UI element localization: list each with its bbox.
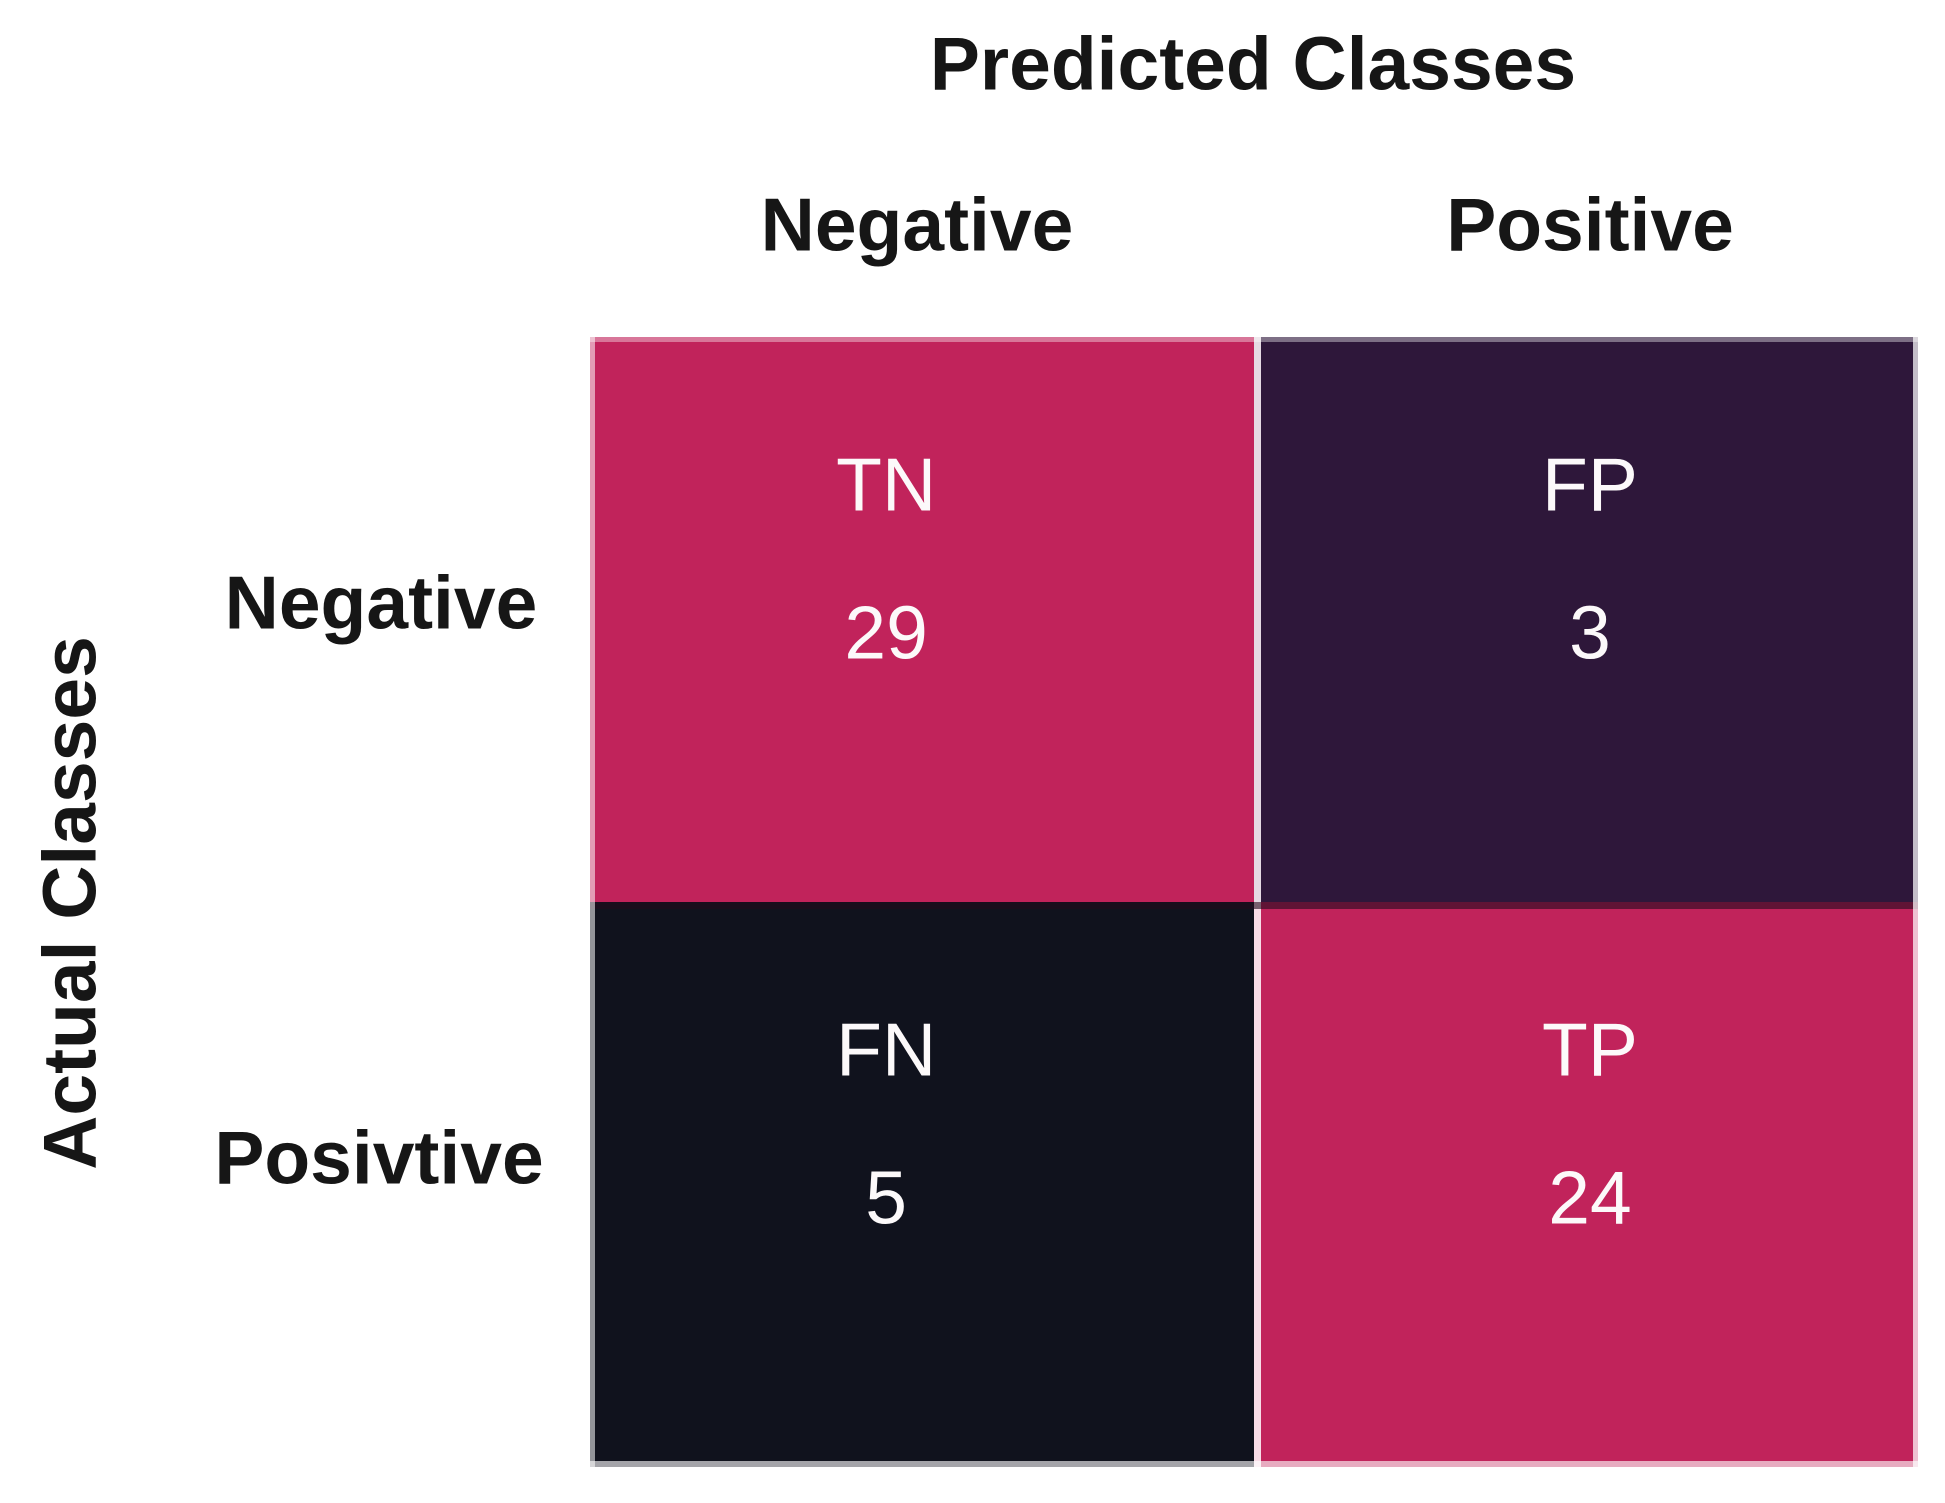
confusion-matrix-grid: TN 29 FP 3 FN 5 TP 24 — [590, 337, 1918, 1467]
cell-false-negative-value: 5 — [865, 1155, 907, 1240]
cell-true-negative-value: 29 — [844, 590, 928, 675]
cell-true-positive-value: 24 — [1548, 1155, 1632, 1240]
grid-top-edge — [590, 337, 1918, 342]
grid-right-edge — [1913, 337, 1918, 1467]
cell-true-positive-label: TP — [1542, 1007, 1638, 1092]
row-divider — [590, 902, 1918, 909]
cell-false-negative-label: FN — [836, 1007, 937, 1092]
grid-left-edge — [590, 337, 595, 1467]
column-header-positive: Positive — [1446, 182, 1734, 267]
cell-true-negative: TN 29 — [590, 337, 1254, 902]
grid-bottom-edge — [590, 1461, 1918, 1467]
predicted-classes-title: Predicted Classes — [929, 21, 1577, 106]
cell-false-negative: FN 5 — [590, 902, 1254, 1467]
column-header-negative: Negative — [760, 182, 1074, 267]
row-header-positive: Posivtive — [214, 1115, 544, 1200]
row-header-negative: Negative — [224, 560, 538, 645]
cell-true-negative-label: TN — [836, 442, 937, 527]
cell-false-positive: FP 3 — [1254, 337, 1918, 902]
cell-true-positive: TP 24 — [1254, 902, 1918, 1467]
cell-false-positive-value: 3 — [1569, 590, 1611, 675]
cell-false-positive-label: FP — [1542, 442, 1638, 527]
actual-classes-axis-title: Actual Classes — [27, 636, 112, 1170]
